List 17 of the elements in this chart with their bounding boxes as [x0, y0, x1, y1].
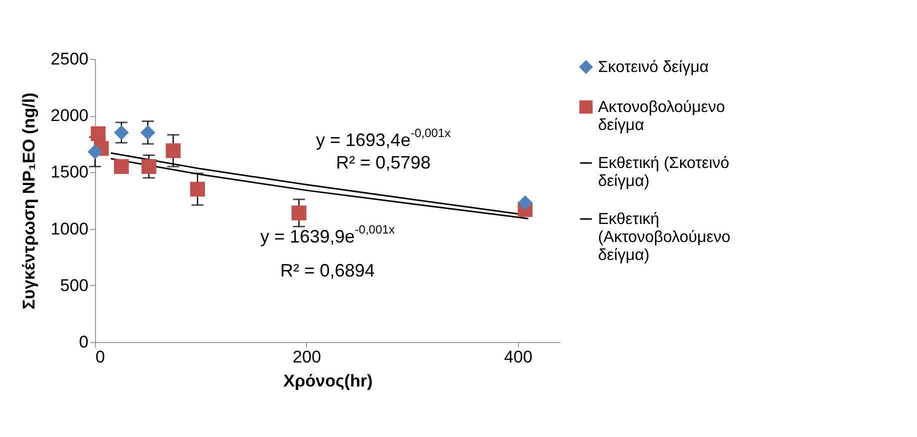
annotation: R² = 0,5798 [336, 152, 431, 173]
x-tick-label: 200 [292, 348, 322, 366]
legend-label: Σκοτεινό δείγμα [598, 59, 709, 76]
legend-label: Εκθετική (Ακτονοβολούμενο δείγμα) [598, 211, 730, 264]
legend-label: Εκθετική (Σκοτεινό δείγμα) [598, 155, 730, 190]
legend-label: Ακτονοβολούμενο δείγμα [598, 99, 726, 134]
x-tick-label: 0 [96, 348, 105, 366]
y-tick-label: 0 [79, 332, 88, 352]
y-tick-label: 2500 [50, 50, 88, 68]
y-tick-label: 1000 [50, 219, 88, 238]
y-tick-label: 500 [60, 276, 88, 295]
y-tick-label: 1500 [50, 162, 88, 182]
annotation: R² = 0,6894 [280, 260, 375, 280]
y-axis-title: Συγκέντρωση NP₁EO (ng/l) [20, 92, 39, 310]
y-tick-label: 2000 [50, 106, 88, 126]
x-tick-label: 400 [504, 348, 532, 366]
x-axis-title: Χρόνος(hr) [283, 372, 373, 390]
